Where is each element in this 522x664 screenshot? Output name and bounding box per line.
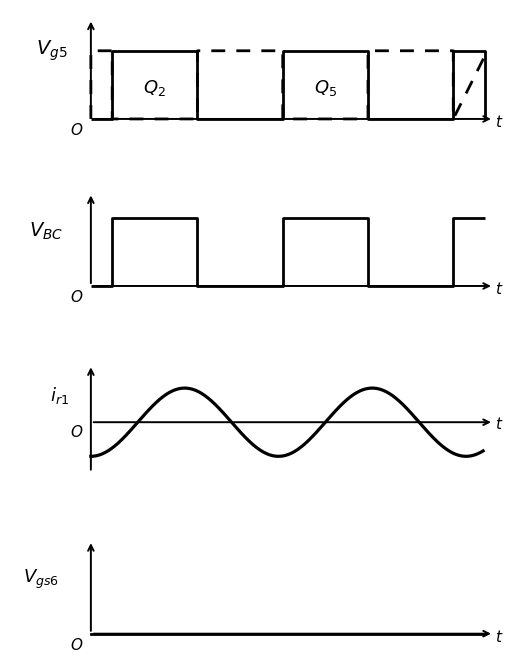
Text: $O$: $O$ [70,637,83,653]
Text: $V_{g5}$: $V_{g5}$ [36,39,67,63]
Text: $t$: $t$ [495,629,504,645]
Text: $t$: $t$ [495,282,504,297]
Text: $Q_2$: $Q_2$ [144,78,167,98]
Text: $V_{gs6}$: $V_{gs6}$ [23,568,59,591]
Text: $t$: $t$ [495,416,504,432]
Text: $i_{r1}$: $i_{r1}$ [51,386,69,406]
Text: $O$: $O$ [70,122,83,138]
Text: $O$: $O$ [70,424,83,440]
Text: $t$: $t$ [495,114,504,130]
Text: $Q_5$: $Q_5$ [314,78,337,98]
Text: $O$: $O$ [70,290,83,305]
Text: $V_{BC}$: $V_{BC}$ [29,221,63,242]
